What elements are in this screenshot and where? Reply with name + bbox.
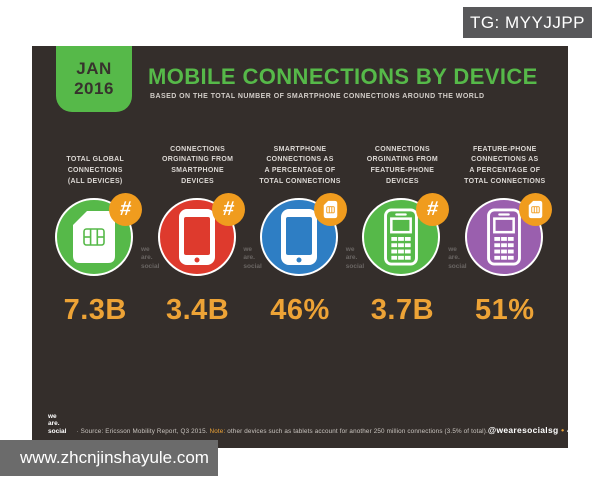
stat-column-feature-phone-percentage: FEATURE-PHONE CONNECTIONS AS A PERCENTAG… xyxy=(454,134,556,327)
stat-badge: # xyxy=(416,193,450,226)
stat-value: 3.4B xyxy=(165,294,230,326)
stat-circle-wrap: # xyxy=(157,193,245,278)
stat-value: 3.7B xyxy=(370,294,435,326)
we-are-social-logo: we are. social xyxy=(48,412,67,436)
stat-circle-wrap xyxy=(260,193,348,278)
url-watermark-bar: www.zhcnjinshayule.com xyxy=(0,440,218,476)
stat-value: 51% xyxy=(475,294,535,326)
stat-value: 46% xyxy=(270,294,330,326)
date-tab: JAN 2016 xyxy=(56,46,132,112)
tg-watermark-badge: TG: MYYJJPP xyxy=(463,7,592,38)
feature-phone-icon xyxy=(384,208,419,266)
stat-label: SMARTPHONE CONNECTIONS AS A PERCENTAGE O… xyxy=(259,145,341,186)
social-handle: @wearesocialsg • 47 xyxy=(488,425,577,436)
we-are-social-watermark: we are. social xyxy=(345,246,365,270)
page-title: MOBILE CONNECTIONS BY DEVICE xyxy=(148,64,538,89)
sim-card-icon xyxy=(73,211,116,263)
stat-label: TOTAL GLOBAL CONNECTIONS (ALL DEVICES) xyxy=(66,156,125,186)
stat-badge: # xyxy=(211,193,245,226)
page-subtitle: BASED ON THE TOTAL NUMBER OF SMARTPHONE … xyxy=(150,93,485,100)
stat-value: 7.3B xyxy=(63,294,127,326)
footer-bullet: · xyxy=(76,428,79,435)
source-text: Source: Ericsson Mobility Report, Q3 201… xyxy=(80,428,210,435)
stat-circle-wrap: # xyxy=(55,193,143,278)
hash-symbol: # xyxy=(426,198,440,220)
stat-column-smartphone-connections: CONNECTIONS ORGINATING FROM SMARTPHONE D… xyxy=(146,134,262,327)
stat-badge: # xyxy=(109,193,143,226)
hash-symbol: # xyxy=(119,198,133,220)
we-are-social-watermark: we are. social xyxy=(448,246,467,270)
infographic-panel: JAN 2016 MOBILE CONNECTIONS BY DEVICE BA… xyxy=(32,46,577,448)
handle-text: @wearesocialsg xyxy=(487,425,559,435)
page-number: 47 xyxy=(567,425,578,435)
hash-symbol: # xyxy=(221,198,235,220)
feature-phone-icon xyxy=(486,208,521,266)
we-are-social-watermark: we are. social xyxy=(243,246,262,270)
we-are-social-watermark: we are. social xyxy=(140,246,160,270)
sim-card-symbol xyxy=(528,200,543,219)
stats-row: TOTAL GLOBAL CONNECTIONS (ALL DEVICES) xyxy=(44,134,556,327)
note-label: Note: xyxy=(209,428,226,435)
stat-label: CONNECTIONS ORGINATING FROM FEATURE-PHON… xyxy=(366,145,439,186)
stat-label: FEATURE-PHONE CONNECTIONS AS A PERCENTAG… xyxy=(464,145,546,186)
footer-bar: we are. social · Source: Ericsson Mobili… xyxy=(48,412,577,436)
note-text: other devices such as tablets account fo… xyxy=(225,428,488,435)
stat-badge xyxy=(518,193,552,226)
stat-column-smartphone-percentage: SMARTPHONE CONNECTIONS AS A PERCENTAGE O… xyxy=(249,134,364,327)
stat-column-feature-phone-connections: CONNECTIONS ORGINATING FROM FEATURE-PHON… xyxy=(351,134,467,327)
stat-column-total-global-connections: TOTAL GLOBAL CONNECTIONS (ALL DEVICES) xyxy=(44,134,159,327)
stat-circle-wrap: # xyxy=(362,193,450,278)
separator-dot: • xyxy=(561,425,565,435)
stat-circle-wrap xyxy=(464,193,552,278)
smartphone-icon xyxy=(178,209,215,265)
date-month: JAN xyxy=(76,59,112,79)
source-note: · Source: Ericsson Mobility Report, Q3 2… xyxy=(76,428,487,436)
smartphone-icon xyxy=(281,209,318,265)
sim-card-symbol xyxy=(323,200,338,219)
stat-label: CONNECTIONS ORGINATING FROM SMARTPHONE D… xyxy=(161,145,234,186)
date-year: 2016 xyxy=(74,79,114,98)
stat-badge xyxy=(314,193,348,226)
